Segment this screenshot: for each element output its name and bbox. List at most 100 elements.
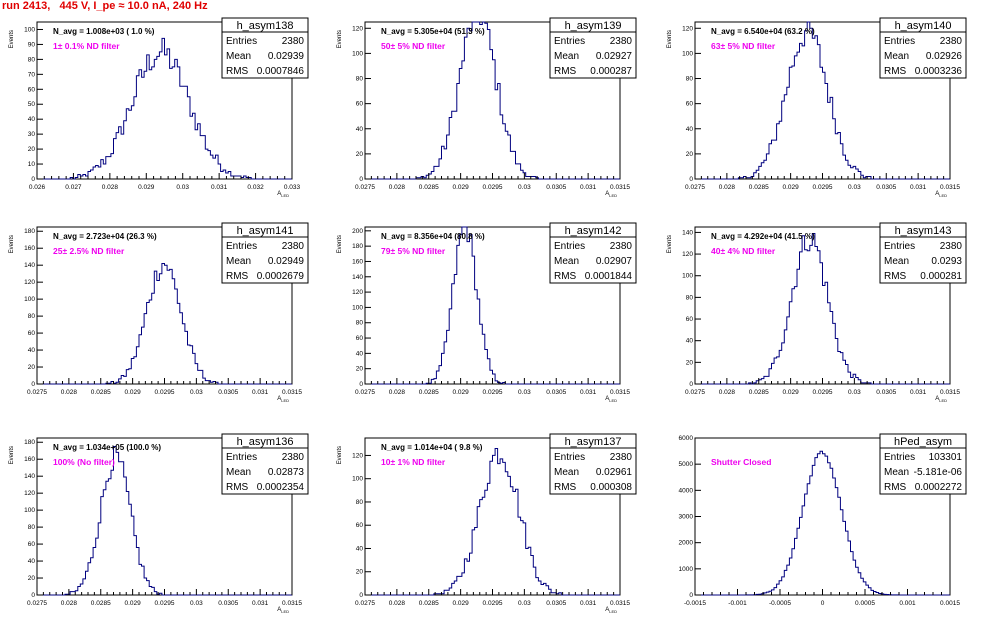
stats-value: 2380: [940, 241, 963, 252]
filter-label: 50± 5% ND filter: [381, 41, 446, 51]
stats-label: Entries: [554, 241, 585, 252]
x-tick-label: 0.0305: [218, 389, 238, 396]
x-tick-label: 0.031: [910, 184, 927, 191]
navg-label: N_avg = 1.008e+03 ( 1.0 %): [53, 27, 155, 36]
stats-value: 0.02939: [268, 51, 305, 62]
y-axis-title: Events: [9, 30, 15, 48]
x-tick-label: 0.0285: [749, 389, 769, 396]
stats-value: 0.02873: [268, 467, 305, 478]
x-tick-label: 0.0285: [419, 184, 439, 191]
y-axis-title: Events: [667, 235, 673, 253]
stats-value: 0.000281: [920, 271, 962, 282]
x-tick-label: 0.0315: [610, 389, 630, 396]
navg-label: N_avg = 5.305e+04 (51.3 %): [381, 27, 485, 36]
histogram-name: h_asym139: [565, 20, 622, 32]
x-tick-label: 0.028: [719, 389, 736, 396]
y-tick-label: 140: [24, 473, 35, 480]
y-tick-label: 200: [352, 228, 363, 235]
y-tick-label: 0: [359, 381, 363, 388]
filter-label: Shutter Closed: [711, 457, 771, 467]
stats-label: Entries: [226, 36, 257, 47]
x-tick-label: 0.03: [518, 600, 531, 607]
filter-label: 10± 1% ND filter: [381, 457, 446, 467]
x-tick-label: 0.027: [65, 184, 82, 191]
histogram-panel: 0.0275 0.028 0.0285 0.029 0.0295 0.03 0.0305 0.…: [9, 222, 309, 403]
y-tick-label: 160: [24, 245, 35, 252]
stats-value: 0.0002272: [915, 482, 963, 493]
histogram-line: [695, 233, 950, 385]
y-tick-label: 1000: [679, 566, 694, 573]
x-tick-label: 0.028: [61, 389, 78, 396]
y-tick-label: 0: [689, 176, 693, 183]
navg-label: N_avg = 2.723e+04 (26.3 %): [53, 232, 157, 241]
navg-label: N_avg = 4.292e+04 (41.5 %): [711, 232, 815, 241]
x-tick-label: 0.029: [452, 600, 469, 607]
stats-label: RMS: [554, 66, 577, 77]
y-tick-label: 40: [28, 558, 36, 565]
x-tick-label: 0.0305: [546, 600, 566, 607]
filter-label: 63± 5% ND filter: [711, 41, 776, 51]
stats-value: 0.000308: [590, 482, 632, 493]
x-tick-label: 0.0295: [155, 600, 175, 607]
histogram-line: [695, 450, 950, 596]
y-tick-label: 120: [24, 490, 35, 497]
stats-label: Mean: [884, 51, 909, 62]
y-tick-label: 30: [28, 131, 36, 138]
stats-value: 0.02907: [596, 256, 633, 267]
x-tick-label: 0.0285: [91, 600, 111, 607]
x-tick-label: 0.0275: [685, 389, 705, 396]
y-tick-label: 100: [352, 304, 363, 311]
stats-value: 2380: [610, 36, 633, 47]
navg-label: N_avg = 1.034e+05 (100.0 %): [53, 443, 161, 452]
filter-label: 100% (No filter): [53, 457, 115, 467]
y-tick-label: 6000: [679, 435, 694, 442]
histogram-name: h_asym141: [237, 225, 294, 237]
y-tick-label: 80: [686, 76, 694, 83]
x-axis-title: ALED: [277, 191, 289, 198]
stats-label: RMS: [884, 482, 907, 493]
x-axis-title: ALED: [605, 607, 617, 614]
histogram-panel: -0.0015 -0.001 -0.0005 0 0.0005 0.001 0.0015 0 1…: [679, 433, 967, 607]
x-tick-label: 0.026: [29, 184, 46, 191]
stats-label: Mean: [884, 256, 909, 267]
stats-label: Entries: [554, 452, 585, 463]
histogram-panel: 0.0275 0.028 0.0285 0.029 0.0295 0.03 0.0305 0.…: [9, 433, 309, 614]
x-tick-label: 0.0015: [940, 600, 960, 607]
y-tick-label: 120: [352, 452, 363, 459]
y-axis-title: Events: [9, 235, 15, 253]
histogram-name: h_asym143: [895, 225, 952, 237]
y-tick-label: 160: [24, 456, 35, 463]
stats-label: RMS: [884, 66, 907, 77]
x-tick-label: 0.029: [452, 389, 469, 396]
stats-value: -5.181e-06: [914, 467, 963, 478]
y-tick-label: 120: [682, 25, 693, 32]
x-tick-label: 0: [821, 600, 825, 607]
y-tick-label: 2000: [679, 540, 694, 547]
histogram-name: h_asym136: [237, 436, 294, 448]
filter-label: 25± 2.5% ND filter: [53, 246, 125, 256]
x-axis-title: ALED: [605, 396, 617, 403]
x-tick-label: 0.0305: [546, 184, 566, 191]
stats-label: Mean: [226, 51, 251, 62]
y-tick-label: 0: [359, 592, 363, 599]
x-tick-label: 0.0275: [27, 389, 47, 396]
y-tick-label: 80: [356, 76, 364, 83]
histogram-panel: 0.0275 0.028 0.0285 0.029 0.0295 0.03 0.0305 0.…: [337, 17, 637, 198]
x-tick-label: 0.029: [124, 389, 141, 396]
x-tick-label: 0.0275: [355, 600, 375, 607]
y-tick-label: 20: [28, 575, 36, 582]
stats-value: 2380: [282, 452, 305, 463]
y-tick-label: 60: [356, 101, 364, 108]
y-tick-label: 140: [352, 274, 363, 281]
run-title: run 2413, 445 V, I_pe ≈ 10.0 nA, 240 Hz: [2, 0, 208, 12]
y-tick-label: 20: [356, 569, 364, 576]
x-tick-label: 0.0285: [749, 184, 769, 191]
y-tick-label: 70: [28, 71, 36, 78]
y-tick-label: 60: [28, 330, 36, 337]
stats-label: RMS: [226, 271, 249, 282]
histogram-panel: 0.026 0.027 0.028 0.029 0.03 0.031 0.032 0.033 0…: [9, 17, 309, 198]
x-tick-label: 0.031: [580, 600, 597, 607]
x-tick-label: 0.031: [580, 389, 597, 396]
x-tick-label: 0.03: [518, 184, 531, 191]
